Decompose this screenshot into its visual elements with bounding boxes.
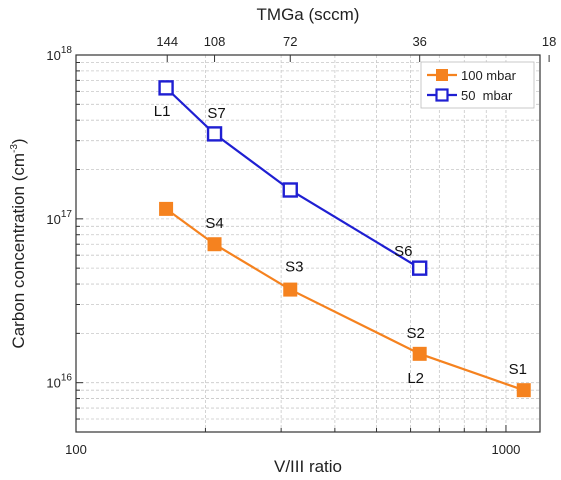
y-axis-title: Carbon concentration (cm-3): [9, 138, 28, 348]
x-tick-label: 100: [65, 442, 87, 457]
y-axis-title-close: ): [9, 138, 28, 144]
x-axis-title: V/III ratio: [274, 457, 342, 476]
legend: 100 mbar 50 mbar: [420, 61, 535, 109]
x-tick-label: 1000: [491, 442, 520, 457]
point-label-s2: S2: [407, 325, 425, 342]
top-axis-title: TMGa (sccm): [257, 5, 360, 24]
top-axis-tick-label: 18: [542, 34, 556, 49]
data-point-marker: [206, 126, 223, 142]
series-line-100mbar: [165, 208, 525, 392]
grid: [75, 54, 540, 433]
y-tick-label: 1016: [46, 373, 72, 391]
y-axis-title-sup: -3: [9, 144, 20, 153]
axis-ticks: 100 1000 1016 1017 1018 144 108 72 36 18: [46, 34, 556, 457]
point-label-s6: S6: [394, 243, 412, 260]
point-label-s4: S4: [205, 215, 223, 232]
data-point-marker: [158, 80, 174, 96]
data-point-marker: [283, 282, 298, 297]
point-label-s1: S1: [509, 361, 527, 378]
data-point-marker: [207, 237, 222, 252]
y-tick-label: 1018: [46, 45, 72, 63]
top-axis-tick-label: 144: [156, 34, 178, 49]
point-label-l2: L2: [407, 370, 424, 387]
y-axis-title-main: Carbon concentration (cm: [9, 153, 28, 349]
top-axis-tick-label: 108: [204, 34, 226, 49]
legend-label: 50 mbar: [461, 88, 513, 103]
data-point-marker: [516, 383, 531, 398]
plot-frame: [75, 54, 541, 433]
data-point-marker: [411, 260, 428, 276]
point-labels: S7 S6 S4 S3 S2 S1 L1 L2: [154, 103, 527, 387]
legend-marker: [435, 88, 449, 102]
data-point-marker: [412, 346, 427, 361]
point-label-s3: S3: [285, 259, 303, 276]
data-point-marker: [159, 201, 174, 216]
point-label-l1: L1: [154, 103, 171, 120]
top-axis-tick-label: 72: [283, 34, 297, 49]
top-axis-tick-label: 36: [412, 34, 426, 49]
data-series: [158, 80, 531, 398]
legend-label: 100 mbar: [461, 68, 517, 83]
legend-marker: [436, 69, 448, 81]
series-line-50mbar: [165, 87, 421, 270]
y-tick-label: 1017: [46, 209, 72, 227]
point-label-s7: S7: [207, 105, 225, 122]
data-point-marker: [282, 182, 298, 198]
